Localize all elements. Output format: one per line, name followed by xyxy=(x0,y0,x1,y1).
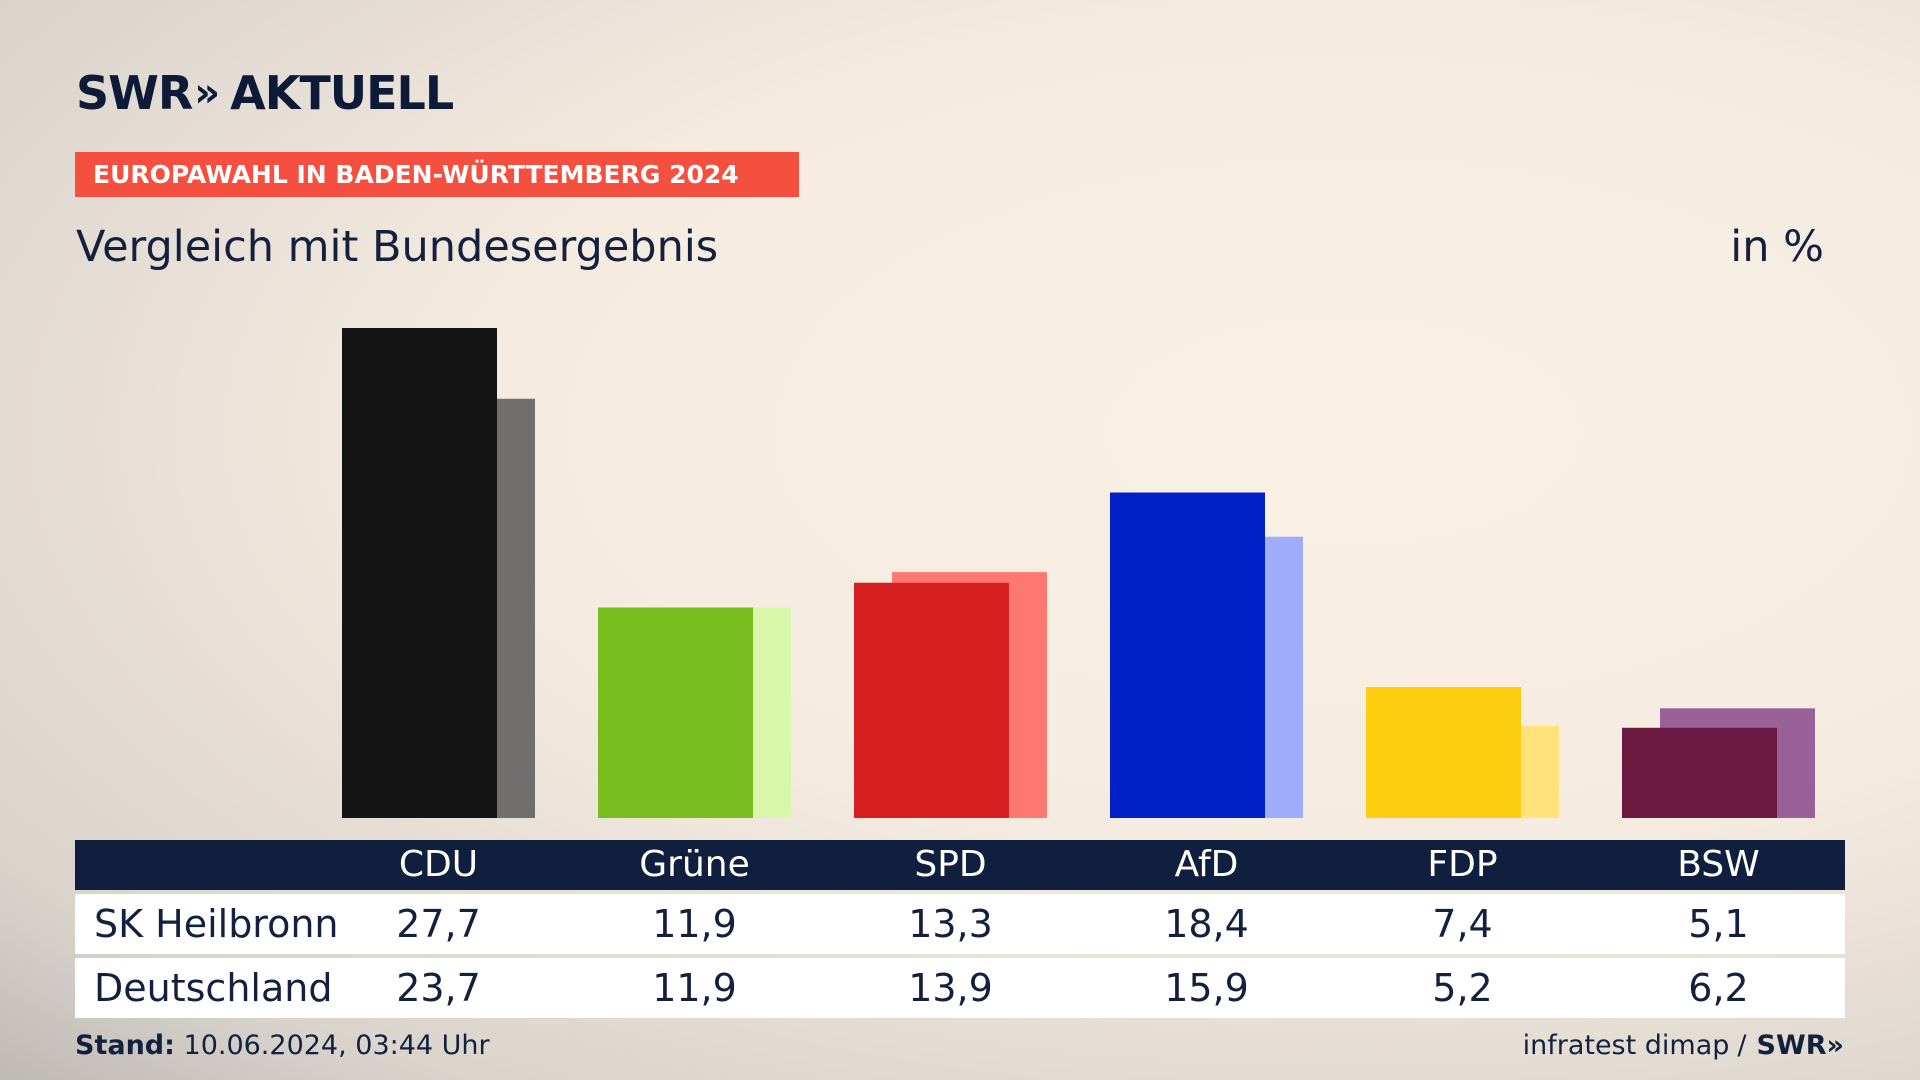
swr-footer-logo: SWR» xyxy=(1756,1030,1844,1061)
bar-chart xyxy=(342,328,1815,818)
election-banner: EUROPAWAHL IN BADEN-WÜRTTEMBERG 2024 xyxy=(75,152,799,197)
table-row: Deutschland 23,7 11,9 13,9 15,9 5,2 6,2 xyxy=(75,958,1845,1018)
unit-label: in % xyxy=(1730,222,1824,272)
table-cell: 23,7 xyxy=(396,966,481,1010)
results-table: CDU Grüne SPD AfD FDP BSW SK Heilbronn 27,7 11… xyxy=(75,840,1845,1018)
table-cell: 11,9 xyxy=(652,966,737,1010)
bar-grüne-sk-heilbronn xyxy=(598,607,753,818)
bar-fdp-sk-heilbronn xyxy=(1366,687,1521,818)
bar-spd-sk-heilbronn xyxy=(854,582,1009,818)
bar-cdu-sk-heilbronn xyxy=(342,328,497,818)
timestamp: Stand: 10.06.2024, 03:44 Uhr xyxy=(75,1030,490,1061)
swr-aktuell-logo: SWR » AKTUELL xyxy=(76,66,454,120)
column-header-cdu: CDU xyxy=(398,844,479,885)
table-cell: 11,9 xyxy=(652,902,737,946)
table-cell: 5,1 xyxy=(1688,902,1749,946)
column-header-spd: SPD xyxy=(914,844,987,885)
column-header-bsw: BSW xyxy=(1677,844,1760,885)
table-cell: 27,7 xyxy=(396,902,481,946)
column-header-afd: AfD xyxy=(1174,844,1239,885)
source-name: infratest dimap xyxy=(1522,1030,1730,1061)
source-separator: / xyxy=(1737,1030,1747,1061)
bar-afd-sk-heilbronn xyxy=(1110,492,1265,818)
table-header: CDU Grüne SPD AfD FDP BSW xyxy=(75,840,1845,890)
table-cell: 18,4 xyxy=(1164,902,1249,946)
chart-subtitle: Vergleich mit Bundesergebnis xyxy=(76,222,719,272)
table-cell: 13,3 xyxy=(908,902,993,946)
table-cell: 5,2 xyxy=(1432,966,1493,1010)
bar-bsw-sk-heilbronn xyxy=(1622,727,1777,818)
row-label: Deutschland xyxy=(94,966,333,1010)
column-header-grüne: Grüne xyxy=(639,844,750,885)
table-row: SK Heilbronn 27,7 11,9 13,3 18,4 7,4 5,1 xyxy=(75,894,1845,954)
logo-brand: SWR xyxy=(76,66,193,120)
source-credit: infratest dimap / SWR» xyxy=(1523,1030,1844,1061)
stand-label: Stand: xyxy=(75,1030,175,1061)
table-cell: 13,9 xyxy=(908,966,993,1010)
column-header-fdp: FDP xyxy=(1427,844,1498,885)
table-cell: 7,4 xyxy=(1432,902,1493,946)
logo-name: AKTUELL xyxy=(230,66,454,120)
stand-value: 10.06.2024, 03:44 Uhr xyxy=(183,1030,490,1061)
table-cell: 15,9 xyxy=(1164,966,1249,1010)
row-label: SK Heilbronn xyxy=(94,902,339,946)
table-cell: 6,2 xyxy=(1688,966,1749,1010)
